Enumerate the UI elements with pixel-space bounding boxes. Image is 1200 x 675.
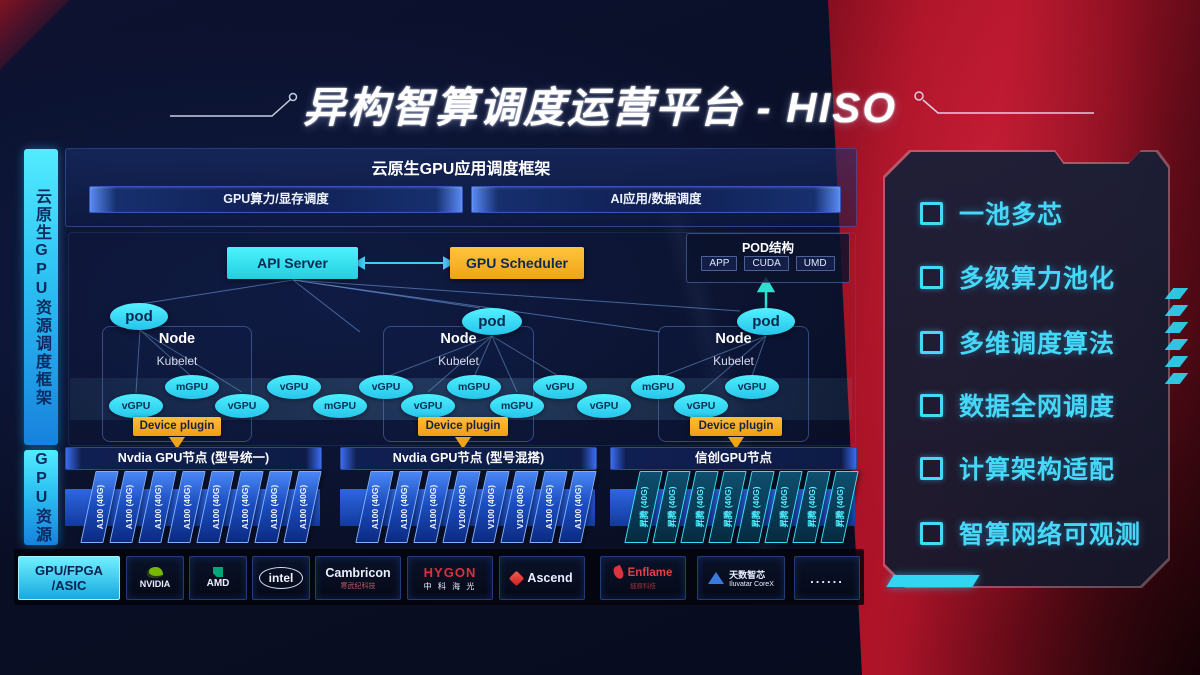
vendor-name: HYGON <box>423 564 477 580</box>
device-plugin-3: Device plugin <box>690 417 782 436</box>
pod-ellipse-1: pod <box>110 303 168 330</box>
panel-bottom-accent <box>886 575 980 587</box>
vendor-sub: 寒武纪科技 <box>340 582 376 590</box>
hardware-category-line2: /ASIC <box>51 578 87 593</box>
gpu-ellipse: vGPU <box>267 375 321 399</box>
gpu-section-title-2: Nvdia GPU节点 (型号混搭) <box>340 447 597 470</box>
gpu-ellipse: vGPU <box>674 394 728 418</box>
vendor-name: Enflame <box>627 566 673 579</box>
gpu-ellipse: vGPU <box>359 375 413 399</box>
pod-layer-cuda: CUDA <box>744 256 789 271</box>
vendor-sub: 中 科 海 光 <box>423 581 477 591</box>
vendor-name: Cambricon <box>325 565 391 580</box>
gpu-ellipse: vGPU <box>725 375 779 399</box>
app-scheduling-framework-panel: 云原生GPU应用调度框架 GPU算力/显存调度 AI应用/数据调度 <box>65 148 857 227</box>
feature-label: 计算架构适配 <box>959 456 1116 484</box>
gpu-section-title-3: 信创GPU节点 <box>610 447 857 470</box>
square-bullet-icon <box>920 265 943 289</box>
feature-item: 多维调度算法 <box>920 326 1115 358</box>
feature-item: 多级算力池化 <box>920 261 1115 293</box>
vendor-hygon: HYGON 中 科 海 光 <box>407 556 493 600</box>
api-server-box: API Server <box>227 247 358 279</box>
gpu-ellipse: vGPU <box>533 375 587 399</box>
gpu-scheduler-box: GPU Scheduler <box>450 247 584 279</box>
feature-label: 智算网络可观测 <box>959 521 1142 549</box>
feature-label: 多级算力池化 <box>959 265 1116 293</box>
vendor-sub: 燧原科技 <box>630 583 656 590</box>
kubelet-label: Kubelet <box>438 354 479 368</box>
amd-logo-icon <box>213 567 223 577</box>
vendor-ascend: Ascend <box>499 556 585 600</box>
hardware-category-line1: GPU/FPGA <box>35 563 103 578</box>
device-plugin-1: Device plugin <box>133 417 221 436</box>
gpu-section-title-1: Nvdia GPU节点 (型号统一) <box>65 447 322 470</box>
gpu-ellipse: mGPU <box>631 375 685 399</box>
sidebar-gpu-resource-label: GPU资源 <box>24 450 58 545</box>
square-bullet-icon <box>920 456 943 480</box>
feature-item: 智算网络可观测 <box>920 517 1141 549</box>
gpu-ellipse: vGPU <box>215 394 269 418</box>
feature-item: 计算架构适配 <box>920 452 1115 484</box>
vendor-iluvatar: 天数智芯 Iluvatar CoreX <box>697 556 785 600</box>
framework-title: 云原生GPU应用调度框架 <box>371 161 551 178</box>
gpu-ellipse: mGPU <box>313 394 367 418</box>
device-plugin-arrow-1 <box>169 437 185 449</box>
vendor-sub: Iluvatar CoreX <box>729 581 774 588</box>
gpu-ellipse: mGPU <box>165 375 219 399</box>
vendor-intel: intel <box>252 556 310 600</box>
enflame-flame-icon <box>611 564 625 581</box>
gpu-ellipse: vGPU <box>109 394 163 418</box>
vendor-name: AMD <box>206 578 230 589</box>
pod-structure-layers: APP CUDA UMD <box>687 256 849 271</box>
pod-ellipse-2: pod <box>462 308 522 335</box>
device-plugin-arrow-2 <box>455 437 471 449</box>
pod-ellipse-3: pod <box>737 308 795 335</box>
gpu-ellipse: mGPU <box>447 375 501 399</box>
vendor-name: ...... <box>810 570 844 586</box>
vendor-more: ...... <box>794 556 860 600</box>
red-corner-accent <box>0 0 70 70</box>
sidebar-scheduling-framework-label: 云原生GPU资源调度框架 <box>24 149 58 445</box>
node-label: Node <box>440 331 477 347</box>
square-bullet-icon <box>920 521 943 545</box>
feature-label: 一池多芯 <box>959 201 1064 229</box>
kubelet-label: Kubelet <box>156 354 198 368</box>
vendor-nvidia: NVIDIA <box>126 556 184 600</box>
vendor-name: NVIDIA <box>139 579 171 589</box>
square-bullet-icon <box>920 330 943 354</box>
feature-label: 数据全网调度 <box>959 393 1116 421</box>
gpu-ellipse: vGPU <box>401 394 455 418</box>
vendor-enflame: Enflame 燧原科技 <box>600 556 686 600</box>
pod-structure-box: POD结构 APP CUDA UMD <box>686 233 850 283</box>
pod-structure-title: POD结构 <box>741 241 795 255</box>
nvidia-logo-icon <box>147 567 163 578</box>
square-bullet-icon <box>920 201 943 225</box>
vendor-amd: AMD <box>189 556 247 600</box>
pod-layer-umd: UMD <box>795 256 835 271</box>
ai-app-data-bar: AI应用/数据调度 <box>471 186 841 213</box>
gpu-compute-memory-bar: GPU算力/显存调度 <box>89 186 463 213</box>
iluvatar-logo-icon <box>708 572 725 584</box>
gpu-ellipse: vGPU <box>577 394 631 418</box>
kubelet-label: Kubelet <box>713 354 754 368</box>
square-bullet-icon <box>920 393 943 417</box>
feature-label: 多维调度算法 <box>959 330 1116 358</box>
pod-layer-app: APP <box>701 256 738 271</box>
node-label: Node <box>158 331 196 347</box>
feature-item: 一池多芯 <box>920 197 1063 229</box>
node-label: Node <box>715 331 752 347</box>
page-title: 异构智算调度运营平台 - HISO <box>302 84 897 131</box>
hardware-category-box: GPU/FPGA /ASIC <box>18 556 120 600</box>
ascend-logo-icon <box>509 570 525 586</box>
device-plugin-arrow-3 <box>728 437 744 449</box>
intel-logo-icon: intel <box>258 567 304 589</box>
gpu-ellipse: mGPU <box>490 394 544 418</box>
vendor-cambricon: Cambricon 寒武纪科技 <box>315 556 401 600</box>
feature-item: 数据全网调度 <box>920 389 1115 421</box>
vendor-name: 天数智芯 <box>729 570 766 580</box>
device-plugin-2: Device plugin <box>418 417 508 436</box>
vendor-name: Ascend <box>527 571 573 585</box>
